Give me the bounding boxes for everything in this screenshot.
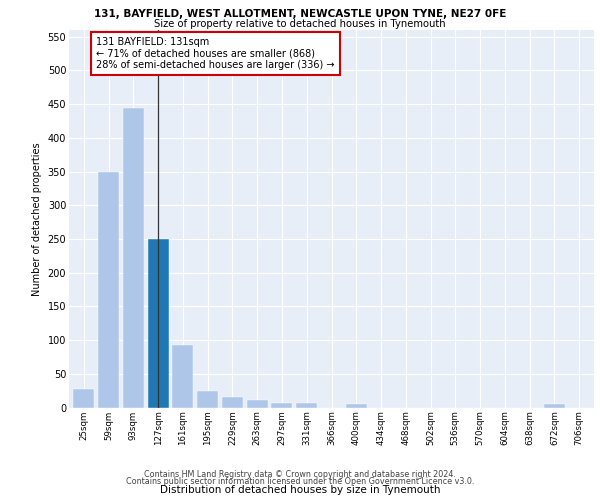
Bar [197,390,218,407]
Y-axis label: Number of detached properties: Number of detached properties [32,142,42,296]
Text: Contains public sector information licensed under the Open Government Licence v3: Contains public sector information licen… [126,477,474,486]
Text: Contains HM Land Registry data © Crown copyright and database right 2024.: Contains HM Land Registry data © Crown c… [144,470,456,479]
Bar [271,404,292,407]
Bar [247,400,268,407]
Bar [73,388,94,407]
Text: Distribution of detached houses by size in Tynemouth: Distribution of detached houses by size … [160,485,440,495]
Text: Size of property relative to detached houses in Tynemouth: Size of property relative to detached ho… [154,19,446,29]
Bar [544,404,565,407]
Bar [148,239,169,408]
Bar [172,345,193,408]
Bar [346,404,367,407]
Bar [123,108,144,408]
Text: 131, BAYFIELD, WEST ALLOTMENT, NEWCASTLE UPON TYNE, NE27 0FE: 131, BAYFIELD, WEST ALLOTMENT, NEWCASTLE… [94,9,506,19]
Text: 131 BAYFIELD: 131sqm
← 71% of detached houses are smaller (868)
28% of semi-deta: 131 BAYFIELD: 131sqm ← 71% of detached h… [96,36,335,70]
Bar [296,404,317,407]
Bar [98,172,119,408]
Bar [222,398,243,407]
